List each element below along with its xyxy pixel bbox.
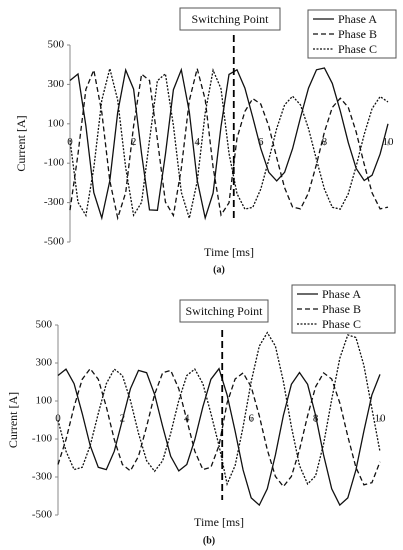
y-tick-label: -100 <box>32 433 53 445</box>
y-tick-label: -500 <box>44 236 65 248</box>
x-tick-label: 2 <box>131 136 137 148</box>
x-tick-label: 6 <box>258 136 264 148</box>
legend-label: Phase C <box>322 317 361 331</box>
y-tick-label: -300 <box>32 471 53 483</box>
series-line <box>57 331 381 487</box>
x-tick-label: 8 <box>322 136 328 148</box>
x-tick-label: 4 <box>194 136 200 148</box>
x-tick-label: 10 <box>375 413 387 425</box>
annotation-text: Switching Point <box>191 12 269 26</box>
y-tick-label: -100 <box>44 157 65 169</box>
y-tick-label: 100 <box>48 117 65 129</box>
x-tick-label: 0 <box>55 413 61 425</box>
annotation-box <box>179 7 281 31</box>
series-line <box>69 67 389 221</box>
legend-label: Phase B <box>338 27 377 41</box>
annotation-text: Switching Point <box>185 304 263 318</box>
legend-label: Phase A <box>338 12 377 26</box>
legend-box <box>307 9 397 59</box>
y-tick-label: -500 <box>32 509 53 521</box>
x-tick-label: 6 <box>248 413 254 425</box>
x-tick-label: 10 <box>383 136 395 148</box>
y-axis-label: Current [A] <box>6 392 20 448</box>
y-tick-label: 300 <box>36 357 53 369</box>
series-line <box>57 367 381 507</box>
legend-label: Phase C <box>338 42 377 56</box>
y-tick-label: 300 <box>48 78 65 90</box>
x-axis-label: Time [ms] <box>204 245 254 259</box>
x-axis-label: Time [ms] <box>194 515 244 529</box>
y-axis-label: Current [A] <box>14 115 28 171</box>
x-tick-label: 0 <box>67 136 73 148</box>
caption: (b) <box>203 535 215 546</box>
legend-label: Phase B <box>322 302 361 316</box>
y-tick-label: 500 <box>36 319 53 331</box>
series-line <box>69 67 389 221</box>
annotation-box <box>179 299 269 323</box>
caption: (a) <box>213 264 225 275</box>
y-tick-label: -300 <box>44 196 65 208</box>
y-tick-label: 500 <box>48 39 65 51</box>
legend-label: Phase A <box>322 287 361 301</box>
series-line <box>57 367 381 488</box>
series-line <box>69 67 389 221</box>
y-tick-label: 100 <box>36 395 53 407</box>
